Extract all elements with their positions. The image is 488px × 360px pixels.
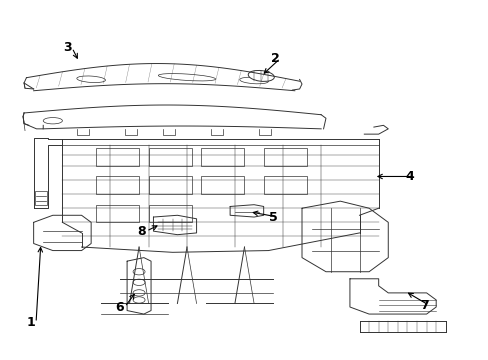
Ellipse shape	[239, 77, 268, 84]
Text: 3: 3	[63, 41, 71, 54]
Text: 6: 6	[115, 301, 124, 314]
Ellipse shape	[133, 297, 145, 303]
Ellipse shape	[133, 269, 145, 275]
Ellipse shape	[158, 73, 215, 81]
Text: 2: 2	[271, 52, 280, 65]
Text: 1: 1	[27, 316, 36, 329]
Text: 5: 5	[268, 211, 277, 224]
Bar	[148, 148, 191, 166]
Bar	[148, 205, 191, 222]
Bar	[263, 148, 306, 166]
Ellipse shape	[77, 76, 105, 82]
Ellipse shape	[43, 118, 62, 124]
Ellipse shape	[248, 71, 274, 81]
Bar	[96, 148, 139, 166]
Bar	[35, 190, 47, 205]
Ellipse shape	[133, 279, 145, 285]
Text: 4: 4	[405, 170, 413, 183]
Bar	[263, 176, 306, 194]
Text: 7: 7	[419, 299, 427, 312]
Text: 8: 8	[137, 225, 145, 238]
Bar	[201, 148, 244, 166]
Bar	[148, 176, 191, 194]
Bar	[201, 176, 244, 194]
Bar	[96, 205, 139, 222]
Ellipse shape	[133, 290, 145, 296]
Bar	[96, 176, 139, 194]
